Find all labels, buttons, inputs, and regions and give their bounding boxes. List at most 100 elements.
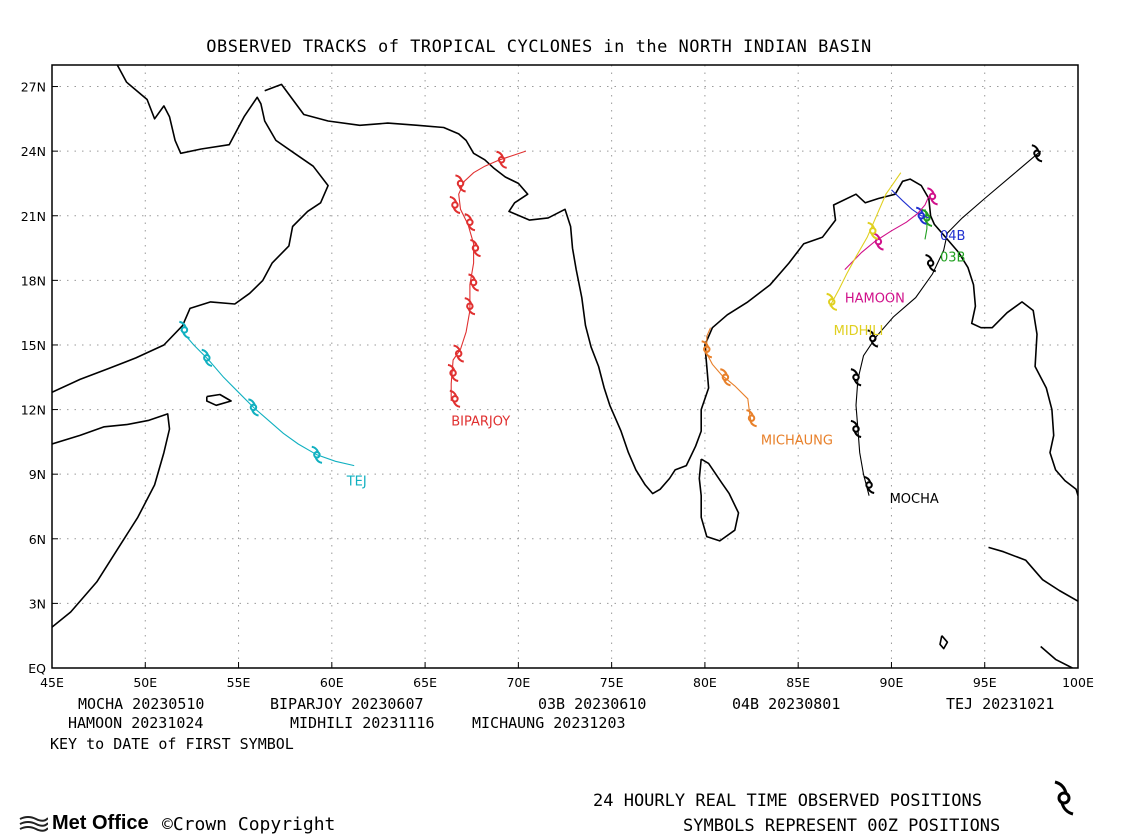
cyclone-symbol-arm — [496, 150, 504, 158]
track-03b — [921, 208, 933, 240]
cyclone-symbol-eye — [869, 334, 877, 343]
cyclone-symbol-arm — [182, 332, 190, 339]
cyclone-symbol-arm — [723, 379, 731, 387]
y-tick-label: 27N — [21, 80, 46, 95]
coastline — [939, 635, 949, 650]
x-tick-label: 50E — [133, 675, 157, 690]
cyclone-symbol — [873, 232, 884, 251]
cyclone-symbol — [496, 150, 507, 169]
cyclone-symbol-arm — [471, 284, 479, 292]
cyclone-symbol-arm — [867, 329, 876, 337]
track-michaung — [701, 327, 757, 428]
cyclone-symbol — [464, 297, 476, 316]
cyclone-symbol-arm — [449, 389, 458, 397]
cyclone-symbol-eye — [869, 227, 877, 235]
cyclone-symbol-arm — [179, 320, 187, 328]
key-caption: KEY to DATE of FIRST SYMBOL — [50, 735, 294, 753]
x-tick-label: 60E — [320, 675, 344, 690]
cyclone-symbol — [863, 475, 875, 495]
cyclone-symbol — [826, 292, 838, 311]
cyclone-symbol-arm — [1031, 144, 1040, 152]
cyclone-symbol-eye — [721, 373, 730, 382]
logo-text: Met Office — [52, 812, 149, 834]
cyclone-symbol-eye — [852, 425, 860, 433]
track-line — [844, 196, 930, 270]
cyclone-symbol-arm — [201, 348, 210, 356]
x-tick-label: 85E — [786, 675, 810, 690]
cyclone-symbol-arm — [863, 475, 872, 483]
cyclone-symbol — [470, 238, 481, 258]
key-entry-03b: 03B 20230610 — [538, 695, 647, 713]
cyclone-symbol-eye — [466, 302, 474, 310]
cyclone-symbol-eye — [180, 326, 189, 334]
cyclone-symbol-eye — [703, 345, 711, 354]
key-entry-tej: TEJ 20231021 — [946, 695, 1055, 713]
cyclone-symbol-eye — [466, 218, 474, 226]
track-mocha — [850, 144, 1043, 496]
x-tick-label: 90E — [880, 675, 904, 690]
track-label-04b: 04B — [940, 229, 965, 244]
cyclone-symbol — [179, 320, 190, 339]
cyclone-symbol-arm — [925, 254, 933, 261]
track-label-michaung: MICHAUNG — [761, 434, 833, 449]
cyclone-symbol — [720, 368, 731, 387]
y-tick-label: 6N — [29, 532, 46, 547]
cyclone-symbol-arm — [704, 351, 713, 359]
cyclone-symbol — [850, 368, 862, 387]
cyclone-symbol-arm — [468, 273, 476, 281]
cyclone-symbol — [311, 445, 323, 464]
cyclone-symbol-arm — [930, 198, 938, 206]
track-line — [855, 150, 1042, 496]
cyclone-symbol-eye — [828, 298, 836, 306]
cyclone-symbol-arm — [450, 375, 459, 383]
plot-frame — [51, 64, 1079, 669]
y-tick-label: 3N — [29, 596, 46, 611]
cyclone-symbol-arm — [473, 250, 481, 258]
track-label-biparjoy: BIPARJOY — [451, 414, 510, 429]
cyclone-symbol-eye — [454, 349, 463, 358]
cyclone-symbol-arm — [850, 368, 859, 376]
cyclone-symbol-eye — [249, 403, 258, 412]
track-label-mocha: MOCHA — [890, 492, 939, 507]
y-tick-label: 18N — [21, 273, 46, 288]
track-label-03b: 03B — [940, 251, 965, 266]
cyclone-symbol-arm — [467, 308, 476, 316]
copyright-text: ©Crown Copyright — [162, 814, 336, 835]
track-biparjoy — [447, 150, 526, 408]
cyclone-symbol-arm — [455, 174, 463, 182]
cyclone-symbol-eye — [852, 373, 860, 382]
cyclone-symbol-arm — [866, 487, 875, 495]
coastline — [988, 546, 1078, 602]
coastline — [264, 83, 1078, 496]
cyclone-symbol-arm — [921, 208, 930, 216]
key-entry-midhili: MIDHILI 20231116 — [290, 714, 435, 732]
cyclone-symbol — [746, 409, 757, 428]
cyclone-symbol-icon — [1054, 780, 1074, 816]
coastline-group — [52, 65, 1078, 668]
cyclone-symbol-eye — [497, 156, 506, 164]
cyclone-symbol-arm — [915, 206, 924, 214]
cyclone-symbol — [201, 348, 213, 367]
cyclone-symbol-arm — [452, 400, 461, 408]
cyclone-symbol-arm — [456, 355, 464, 363]
cyclone-symbol-arm — [464, 297, 473, 305]
met-office-logo: Met Office — [18, 812, 149, 835]
key-entry-michaung: MICHAUNG 20231203 — [472, 714, 626, 732]
x-tick-label: 80E — [693, 675, 717, 690]
coastline — [52, 65, 329, 394]
cyclone-symbol — [464, 213, 476, 232]
cyclone-symbol-arm — [876, 243, 884, 251]
cyclone-symbol-arm — [467, 224, 476, 232]
track-midhili — [826, 172, 902, 311]
cyclone-symbol-arm — [870, 232, 879, 240]
cyclone-symbol-arm — [464, 213, 473, 221]
coastline — [1040, 645, 1073, 668]
coastline — [52, 413, 171, 628]
y-tick-label: 15N — [21, 338, 46, 353]
track-04b — [891, 189, 929, 225]
cyclone-symbol-eye — [471, 244, 480, 252]
cyclone-symbol — [453, 344, 464, 363]
cyclone-symbol-arm — [453, 344, 461, 352]
coastline — [698, 458, 740, 542]
cyclone-symbol-eye — [313, 451, 321, 459]
